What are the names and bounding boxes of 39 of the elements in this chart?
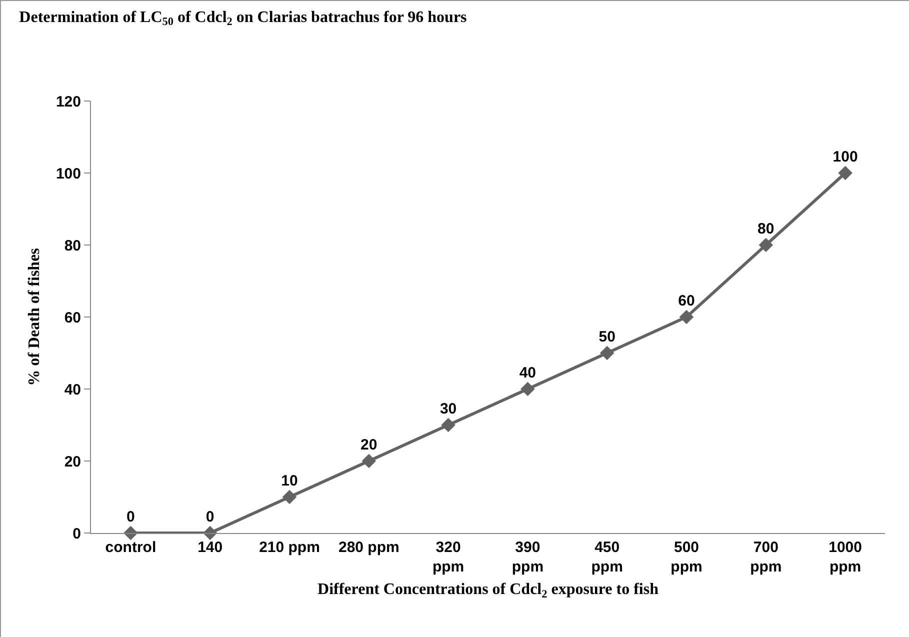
point — [600, 346, 614, 360]
chart-title: Determination of LC$_{50}$ of Cdcl$_{2}$ on Clarias batrachus for 96 hours — [19, 8, 467, 28]
y-tick-label: 100 — [56, 165, 81, 182]
x-axis-title: Different Concentrations of Cdcl$_{2}$ exposure to fish — [318, 581, 659, 601]
y-tick-label: 60 — [64, 309, 81, 326]
x-tick-label: 320 ppm — [432, 539, 464, 576]
point — [282, 490, 297, 504]
x-tick-label: control — [105, 539, 156, 556]
data-label: 30 — [440, 400, 457, 418]
point — [679, 310, 694, 324]
data-label: 40 — [519, 364, 536, 382]
data-label: 0 — [126, 508, 135, 526]
point — [441, 418, 456, 432]
point — [520, 382, 535, 396]
y-tick-label: 0 — [72, 525, 81, 542]
point — [202, 526, 218, 540]
data-label: 80 — [758, 220, 774, 238]
y-tick-label: 80 — [64, 237, 81, 254]
x-tick-label: 210 ppm — [259, 539, 320, 556]
y-tick-label: 120 — [56, 93, 81, 110]
x-tick-label: 500 ppm — [670, 539, 702, 576]
data-label: 10 — [281, 472, 298, 490]
x-tick-label: 1000 ppm — [828, 539, 862, 576]
data-label: 0 — [206, 508, 214, 526]
point — [758, 238, 774, 252]
data-label: 60 — [678, 292, 695, 310]
y-axis-title: % of Death of fishes — [26, 248, 43, 386]
point — [362, 454, 376, 468]
x-tick-label: 700 ppm — [750, 539, 782, 576]
x-tick-label: 450 ppm — [591, 539, 623, 576]
x-tick-label: 140 — [198, 539, 223, 556]
data-label: 20 — [360, 436, 378, 454]
x-tick-label: 390 ppm — [512, 539, 544, 576]
data-label: 100 — [832, 148, 858, 166]
x-tick-label: 280 ppm — [338, 539, 400, 556]
data-label: 50 — [598, 328, 616, 346]
y-tick-label: 20 — [64, 453, 81, 470]
y-tick-label: 40 — [64, 381, 81, 398]
point — [838, 166, 852, 180]
